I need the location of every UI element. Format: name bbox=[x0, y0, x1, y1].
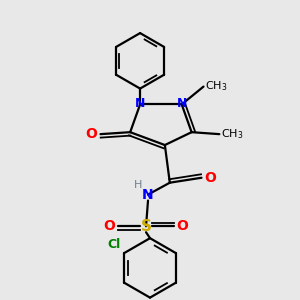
Text: N: N bbox=[142, 188, 154, 202]
Text: CH$_3$: CH$_3$ bbox=[206, 79, 228, 92]
Text: O: O bbox=[85, 127, 98, 141]
Text: O: O bbox=[177, 219, 189, 233]
Text: H: H bbox=[134, 180, 142, 190]
Text: N: N bbox=[135, 97, 145, 110]
Text: O: O bbox=[205, 171, 216, 185]
Text: CH$_3$: CH$_3$ bbox=[221, 127, 244, 141]
Text: S: S bbox=[140, 219, 152, 234]
Text: O: O bbox=[103, 219, 115, 233]
Text: Cl: Cl bbox=[107, 238, 120, 251]
Text: N: N bbox=[176, 97, 187, 110]
